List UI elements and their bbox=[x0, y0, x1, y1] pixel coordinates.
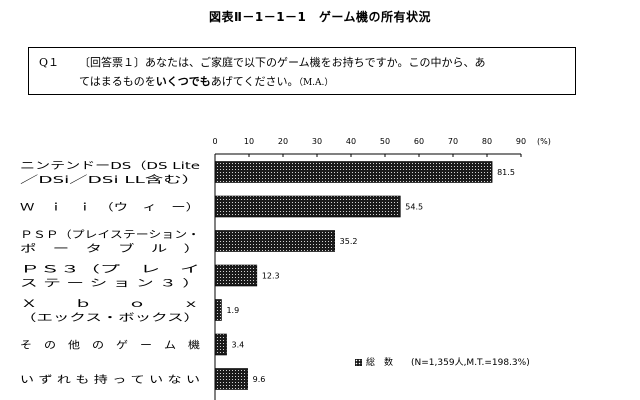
question-line-1: Q１ 〔回答票１〕あなたは、ご家庭で以下のゲーム機をお持ちですか。この中から、あ bbox=[39, 53, 569, 72]
question-emphasis: いくつでも bbox=[155, 75, 211, 88]
category-label: Ｗ ｉ ｉ （ウ ィ ー） bbox=[20, 202, 200, 214]
bar bbox=[214, 264, 258, 287]
bar-series: 81.5 54.5 35.2 12.3 1.9 3.4 9.6 bbox=[214, 161, 515, 390]
category-label: ス テ ー シ ョ ン ３ ） bbox=[20, 278, 200, 290]
category-label: ＰＳＰ（プレイステーション・ bbox=[20, 229, 200, 241]
data-label: 54.5 bbox=[405, 203, 423, 212]
bar bbox=[214, 299, 222, 321]
bar bbox=[214, 195, 401, 218]
legend-swatch bbox=[355, 359, 362, 366]
x-tick-label: 80 bbox=[482, 137, 492, 146]
data-label: 12.3 bbox=[262, 272, 280, 281]
x-axis-unit: (%) bbox=[537, 137, 551, 146]
category-label: ポ ー タ ブ ル ） bbox=[20, 242, 200, 255]
category-labels: ニンテンドーDS（DS Lite／DSi／DSi LL含む） Ｗ ｉ ｉ （ウ ィ… bbox=[20, 160, 200, 386]
x-tick-label: 20 bbox=[278, 137, 288, 146]
data-label: 1.9 bbox=[226, 306, 239, 315]
bar bbox=[214, 368, 248, 390]
data-label: 81.5 bbox=[497, 168, 515, 177]
category-label: Ｘ ｂ ｏ ｘ bbox=[20, 298, 200, 310]
bar bbox=[214, 230, 335, 252]
category-label: ＰＳ３（プ レ イ bbox=[20, 264, 200, 276]
x-axis: 0 10 20 30 40 50 60 70 80 90 (%) bbox=[212, 137, 551, 400]
question-ma: （M.A.） bbox=[298, 78, 334, 88]
legend-series-name: 総 数 bbox=[366, 358, 394, 368]
x-tick-label: 40 bbox=[346, 137, 356, 146]
x-tick-label: 30 bbox=[312, 137, 322, 146]
question-text-2b: あげてください。 bbox=[210, 75, 299, 88]
category-label: ／DSi／DSi LL含む） bbox=[20, 173, 200, 186]
question-text-1: 〔回答票１〕あなたは、ご家庭で以下のゲーム機をお持ちですか。この中から、あ bbox=[79, 56, 486, 69]
x-tick-label: 0 bbox=[212, 137, 217, 146]
legend: 総 数 (N=1,359人,M.T.=198.3%) bbox=[355, 355, 530, 368]
category-label: い ず れ も 持 っ て い な い bbox=[20, 373, 200, 386]
x-tick-label: 60 bbox=[414, 137, 424, 146]
x-tick-label: 10 bbox=[244, 137, 254, 146]
question-box: Q１ 〔回答票１〕あなたは、ご家庭で以下のゲーム機をお持ちですか。この中から、あ … bbox=[28, 47, 576, 95]
bar bbox=[214, 333, 227, 356]
data-label: 3.4 bbox=[232, 341, 245, 350]
question-text-2a: てはまるものを bbox=[79, 75, 156, 88]
question-number: Q１ bbox=[39, 56, 60, 69]
category-label: そ の 他 の ゲ ー ム 機 bbox=[20, 339, 200, 352]
x-tick-label: 70 bbox=[448, 137, 458, 146]
figure-title: 図表Ⅱ－1－1－1 ゲーム機の所有状況 bbox=[208, 10, 432, 24]
category-label: （エックス・ボックス） bbox=[20, 312, 200, 324]
question-line-2: てはまるものをいくつでもあげてください。（M.A.） bbox=[39, 72, 569, 93]
data-label: 9.6 bbox=[253, 375, 266, 384]
legend-sample-note: (N=1,359人,M.T.=198.3%) bbox=[411, 358, 530, 368]
bar bbox=[214, 161, 493, 183]
x-tick-label: 90 bbox=[516, 137, 526, 146]
data-label: 35.2 bbox=[340, 237, 358, 246]
category-label: ニンテンドーDS（DS Lite bbox=[20, 160, 200, 172]
x-tick-label: 50 bbox=[380, 137, 390, 146]
